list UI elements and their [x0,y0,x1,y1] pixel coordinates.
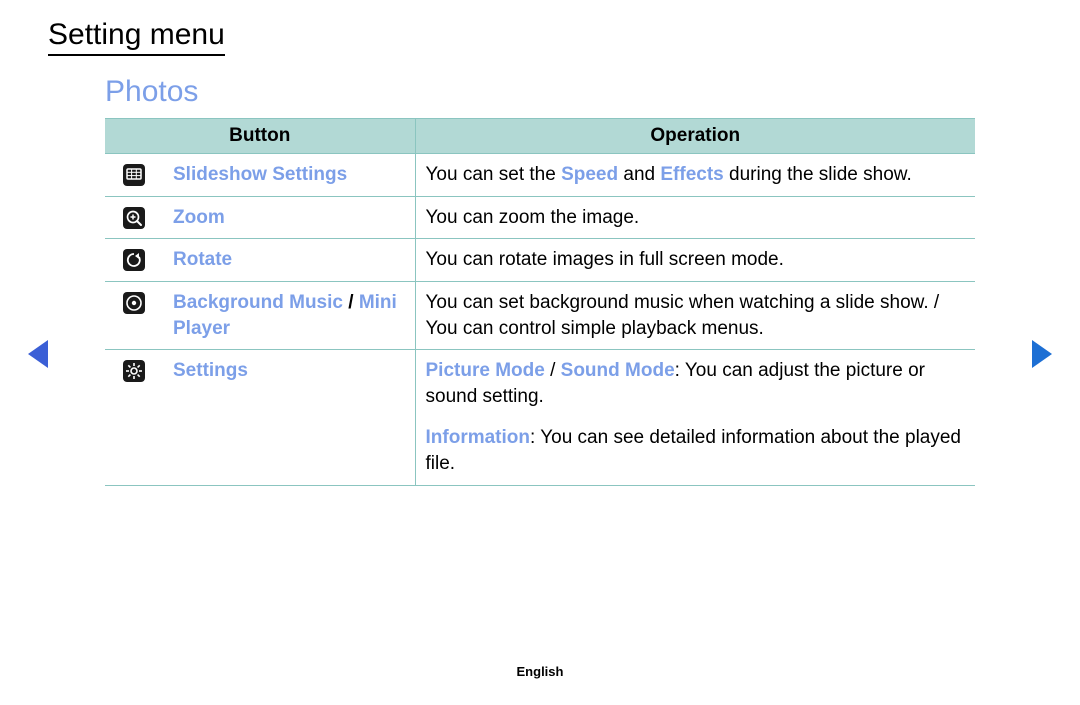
table-row: Background Music / Mini PlayerYou can se… [105,281,975,349]
setting-operation: Picture Mode / Sound Mode: You can adjus… [415,350,975,418]
slideshow-icon [123,164,145,186]
setting-operation: You can set the Speed and Effects during… [415,154,975,197]
setting-label: Slideshow Settings [163,154,415,197]
photos-settings-table: Button Operation Slideshow SettingsYou c… [105,118,975,486]
setting-label: Rotate [163,239,415,282]
header-button: Button [105,119,415,154]
setting-operation: Information: You can see detailed inform… [415,417,975,485]
page-title: Setting menu [48,18,225,56]
nav-previous-arrow[interactable] [28,340,48,368]
setting-operation: You can rotate images in full screen mod… [415,239,975,282]
rotate-icon [123,249,145,271]
zoom-icon [123,207,145,229]
nav-next-arrow[interactable] [1032,340,1052,368]
footer-language: English [0,664,1080,679]
settings-icon [123,360,145,382]
setting-operation: You can zoom the image. [415,196,975,239]
setting-operation: You can set background music when watchi… [415,281,975,349]
table-row: Slideshow SettingsYou can set the Speed … [105,154,975,197]
table-row: RotateYou can rotate images in full scre… [105,239,975,282]
header-operation: Operation [415,119,975,154]
table-row: SettingsPicture Mode / Sound Mode: You c… [105,350,975,418]
setting-label: Settings [163,350,415,486]
music-icon [123,292,145,314]
setting-label: Zoom [163,196,415,239]
section-title: Photos [105,75,198,109]
table-row: ZoomYou can zoom the image. [105,196,975,239]
setting-label: Background Music / Mini Player [163,281,415,349]
